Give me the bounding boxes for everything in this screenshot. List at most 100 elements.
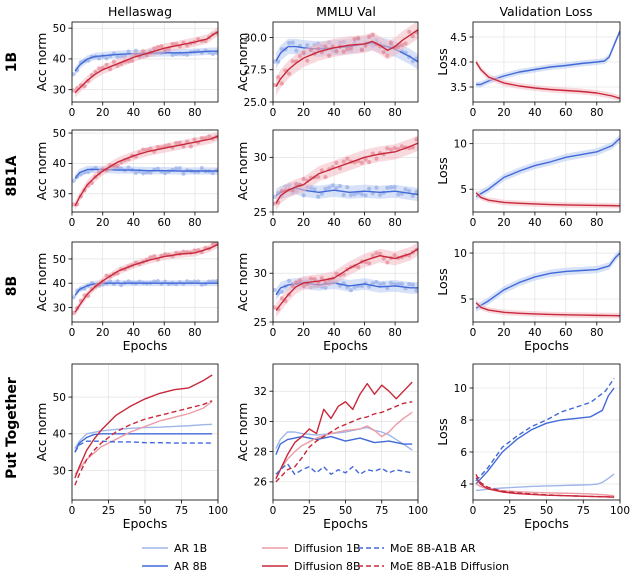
scatter-point	[196, 169, 201, 174]
scatter-point	[130, 58, 135, 63]
x-tick-label: 20	[297, 327, 310, 339]
y-tick-label: 10	[454, 138, 467, 150]
scatter-point	[403, 187, 408, 192]
scatter-point	[163, 171, 168, 176]
scatter-point	[148, 146, 153, 151]
scatter-point	[356, 35, 361, 41]
y-axis-label: Loss	[435, 268, 450, 295]
scatter-point	[381, 50, 386, 55]
scatter-point	[305, 58, 310, 63]
column-title-mmlu-val: MMLU Val	[316, 4, 376, 19]
scatter-point	[388, 280, 394, 286]
legend: AR 1B AR 8B Diffusion 1B Diffusion 8B MoE 8B…	[142, 542, 509, 573]
plot-area	[475, 378, 615, 498]
y-tick-label: 25	[254, 207, 267, 219]
scatter-point	[159, 44, 164, 49]
scatter-point	[334, 186, 339, 191]
scatter-point	[111, 281, 116, 287]
y-tick-label: 40	[53, 429, 66, 441]
scatter-point	[170, 42, 175, 47]
x-tick-label: 0	[69, 217, 76, 229]
x-tick-label: 100	[610, 505, 630, 517]
scatter-point	[377, 282, 383, 287]
scatter-point	[294, 280, 299, 285]
scatter-point	[115, 163, 120, 168]
plot-area	[275, 381, 413, 483]
scatter-point	[316, 174, 321, 180]
scatter-point	[359, 192, 364, 197]
x-tick-label: 80	[188, 327, 201, 339]
series-line	[74, 31, 218, 94]
x-tick-label: 20	[297, 107, 310, 119]
series-line	[475, 302, 620, 317]
panel-r2c0: 0 20 40 60 80 30 40 50 Acc norm Epochs	[34, 241, 219, 353]
x-axis-label: Epochs	[524, 338, 569, 353]
panel-r2c1: 0 20 40 60 80 25 30 Acc norm Epochs	[235, 241, 419, 353]
axes-frame	[272, 241, 419, 323]
x-tick-label: 80	[188, 107, 201, 119]
scatter-point	[381, 281, 386, 286]
x-tick-label: 75	[577, 505, 590, 517]
y-tick-label: 50	[53, 392, 66, 404]
scatter-point	[166, 143, 171, 148]
y-axis-label: Loss	[435, 157, 450, 184]
scatter-point	[316, 46, 321, 51]
scatter-point	[392, 145, 397, 151]
scatter-point	[104, 56, 109, 61]
x-tick-label: 60	[358, 107, 371, 119]
x-tick-label: 0	[470, 327, 477, 339]
axes-frame	[272, 363, 419, 501]
y-tick-label: 26	[254, 477, 268, 489]
axes-frame	[472, 129, 621, 213]
x-tick-label: 25	[303, 505, 316, 517]
x-tick-label: 20	[297, 217, 310, 229]
confidence-band	[75, 242, 218, 316]
x-tick-label: 0	[470, 217, 477, 229]
scatter-point	[392, 185, 397, 190]
scatter-point	[286, 71, 292, 76]
scatter-point	[108, 67, 113, 72]
scatter-point	[370, 32, 375, 37]
y-axis-label: Loss	[435, 48, 450, 75]
x-tick-label: 40	[327, 327, 340, 339]
scatter-point	[341, 159, 346, 164]
x-axis-label: Epochs	[323, 338, 368, 353]
series-line	[475, 252, 620, 309]
x-tick-label: 40	[528, 217, 541, 229]
axes-frame	[71, 21, 219, 103]
scatter-point	[301, 193, 306, 198]
scatter-point	[348, 288, 354, 293]
scatter-point	[199, 136, 204, 141]
plot-area	[72, 131, 218, 211]
scatter-point	[348, 192, 354, 198]
scatter-point	[192, 248, 197, 253]
series-line	[74, 282, 218, 296]
scatter-point	[374, 185, 379, 190]
y-tick-label: 40	[53, 278, 66, 290]
scatter-point	[199, 166, 204, 171]
y-tick-label: 50	[53, 23, 66, 35]
scatter-point	[399, 42, 405, 48]
y-tick-label: 4	[460, 479, 467, 491]
scatter-point	[286, 40, 292, 45]
series-line	[475, 378, 615, 482]
scatter-point	[276, 75, 281, 80]
legend-label-ar_8b: AR 8B	[174, 560, 207, 573]
scatter-point	[352, 37, 357, 42]
scatter-point	[337, 183, 343, 189]
series-line	[74, 168, 218, 180]
axes-frame	[472, 241, 621, 323]
x-tick-label: 40	[127, 217, 140, 229]
scatter-point	[119, 283, 124, 288]
y-tick-label: 4.0	[450, 57, 467, 69]
x-axis-label: Epochs	[123, 338, 168, 353]
y-tick-label: 30	[53, 465, 66, 477]
scatter-point	[279, 296, 284, 301]
x-tick-label: 80	[388, 217, 401, 229]
scatter-point	[341, 192, 346, 198]
scatter-point	[115, 279, 120, 284]
panel-r1c1: 0 20 40 60 80 25 30 Acc norm	[235, 129, 419, 229]
x-tick-label: 80	[388, 327, 401, 339]
scatter-point	[345, 184, 350, 190]
x-tick-label: 50	[339, 505, 352, 517]
